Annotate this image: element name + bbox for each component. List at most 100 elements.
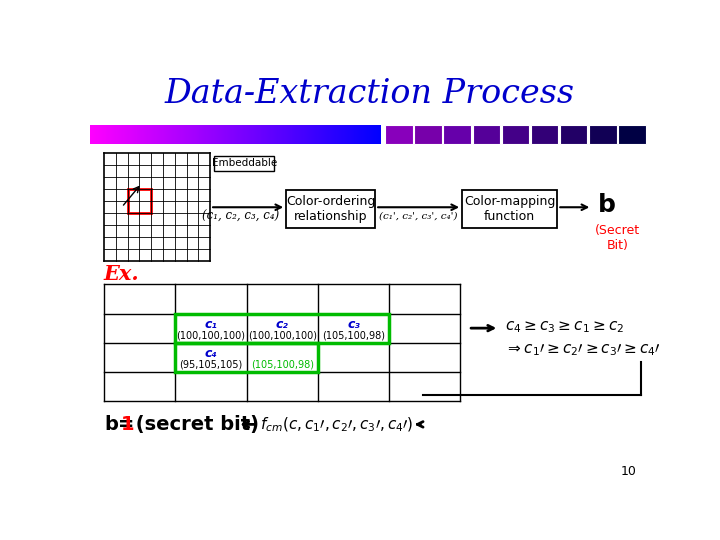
- Bar: [365, 125, 367, 144]
- Bar: [236, 125, 238, 144]
- Bar: [212, 125, 214, 144]
- Bar: [203, 125, 205, 144]
- Bar: [175, 314, 389, 343]
- Bar: [157, 125, 158, 144]
- Bar: [141, 125, 143, 144]
- Bar: [228, 125, 230, 144]
- Bar: [150, 125, 152, 144]
- Bar: [266, 125, 268, 144]
- Bar: [227, 125, 228, 144]
- Bar: [130, 125, 132, 144]
- Bar: [106, 125, 107, 144]
- Bar: [531, 125, 558, 144]
- Bar: [357, 125, 359, 144]
- Bar: [301, 125, 303, 144]
- Bar: [221, 125, 222, 144]
- Bar: [208, 125, 210, 144]
- Bar: [359, 125, 361, 144]
- Bar: [177, 125, 179, 144]
- Bar: [348, 125, 349, 144]
- Bar: [248, 125, 250, 144]
- Bar: [153, 125, 155, 144]
- Bar: [300, 125, 302, 144]
- Bar: [304, 125, 306, 144]
- Bar: [379, 125, 380, 144]
- Text: b=: b=: [104, 415, 135, 434]
- Bar: [166, 125, 168, 144]
- Bar: [235, 125, 237, 144]
- Bar: [222, 125, 225, 144]
- Bar: [93, 125, 94, 144]
- Bar: [169, 125, 171, 144]
- Bar: [326, 125, 328, 144]
- Bar: [332, 125, 334, 144]
- Bar: [350, 125, 351, 144]
- Bar: [125, 125, 127, 144]
- Text: Color-ordering
relationship: Color-ordering relationship: [286, 195, 375, 223]
- Text: c₃: c₃: [347, 318, 360, 331]
- Bar: [363, 125, 365, 144]
- Bar: [225, 125, 228, 144]
- Bar: [140, 125, 141, 144]
- Bar: [351, 125, 354, 144]
- Bar: [230, 125, 233, 144]
- Bar: [197, 125, 199, 144]
- Bar: [151, 125, 153, 144]
- Bar: [291, 125, 292, 144]
- Bar: [373, 125, 374, 144]
- Bar: [180, 125, 182, 144]
- Bar: [185, 125, 186, 144]
- Bar: [351, 125, 352, 144]
- Bar: [127, 190, 151, 213]
- Bar: [134, 125, 135, 144]
- Bar: [149, 125, 150, 144]
- Bar: [589, 125, 616, 144]
- Bar: [178, 125, 180, 144]
- Bar: [277, 125, 279, 144]
- Text: c₂: c₂: [276, 318, 289, 331]
- Bar: [317, 125, 318, 144]
- Bar: [211, 125, 213, 144]
- Bar: [171, 125, 173, 144]
- Bar: [224, 125, 225, 144]
- Bar: [196, 125, 197, 144]
- Bar: [312, 125, 315, 144]
- Bar: [123, 125, 125, 144]
- Bar: [289, 125, 290, 144]
- Text: 1: 1: [121, 415, 135, 434]
- Bar: [315, 125, 317, 144]
- Bar: [284, 125, 286, 144]
- Bar: [115, 125, 117, 144]
- Text: Data-Extraction Process: Data-Extraction Process: [164, 78, 574, 110]
- Bar: [210, 125, 212, 144]
- Bar: [502, 125, 529, 144]
- Bar: [129, 125, 130, 144]
- Bar: [140, 125, 142, 144]
- Bar: [162, 125, 163, 144]
- Bar: [179, 125, 181, 144]
- Bar: [174, 125, 176, 144]
- Bar: [247, 125, 248, 144]
- Bar: [305, 125, 307, 144]
- Bar: [270, 125, 272, 144]
- Bar: [264, 125, 265, 144]
- Bar: [320, 125, 323, 144]
- Bar: [345, 125, 346, 144]
- Bar: [163, 125, 166, 144]
- Bar: [194, 125, 197, 144]
- Bar: [124, 125, 126, 144]
- Bar: [154, 125, 156, 144]
- Bar: [252, 125, 253, 144]
- Bar: [253, 125, 256, 144]
- Bar: [161, 125, 163, 144]
- Bar: [204, 125, 206, 144]
- Bar: [340, 125, 342, 144]
- Bar: [266, 125, 267, 144]
- Bar: [286, 125, 287, 144]
- Bar: [369, 125, 371, 144]
- Bar: [181, 125, 183, 144]
- Bar: [338, 125, 340, 144]
- Bar: [298, 125, 300, 144]
- Bar: [246, 125, 248, 144]
- Bar: [186, 125, 188, 144]
